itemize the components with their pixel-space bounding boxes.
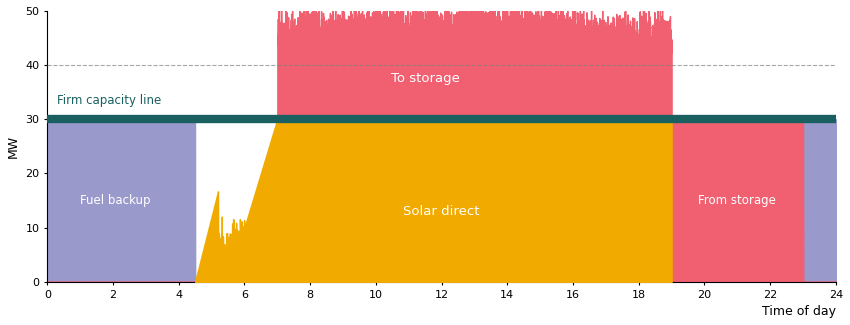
Y-axis label: MW: MW [7, 135, 20, 158]
Text: Solar direct: Solar direct [404, 205, 480, 218]
X-axis label: Time of day: Time of day [762, 305, 836, 318]
Text: To storage: To storage [391, 72, 460, 85]
Text: From storage: From storage [699, 194, 776, 207]
Text: Firm capacity line: Firm capacity line [57, 94, 162, 107]
Text: Fuel backup: Fuel backup [80, 194, 150, 207]
